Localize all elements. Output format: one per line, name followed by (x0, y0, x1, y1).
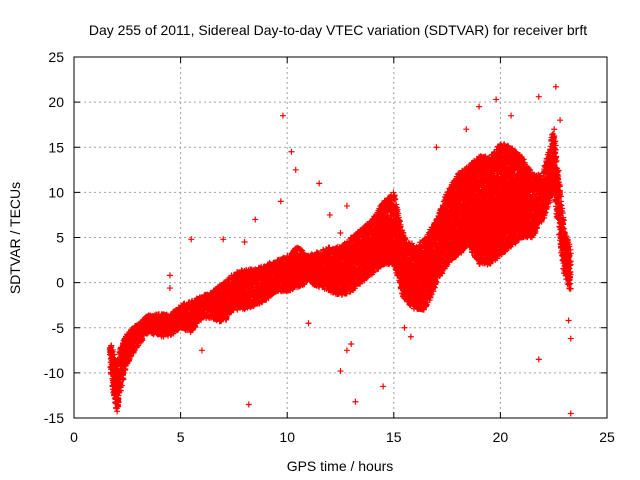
data-point (138, 335, 145, 342)
data-point (135, 342, 142, 349)
data-point (109, 346, 116, 353)
data-point (114, 401, 121, 408)
data-point (118, 382, 125, 389)
data-point (111, 351, 118, 358)
data-point (117, 387, 124, 394)
data-point (130, 348, 137, 355)
data-points (106, 83, 574, 417)
data-point (189, 327, 196, 334)
data-point (119, 375, 126, 382)
data-point (175, 325, 182, 332)
data-point (115, 396, 122, 403)
data-point (120, 376, 127, 383)
data-point (108, 342, 115, 349)
